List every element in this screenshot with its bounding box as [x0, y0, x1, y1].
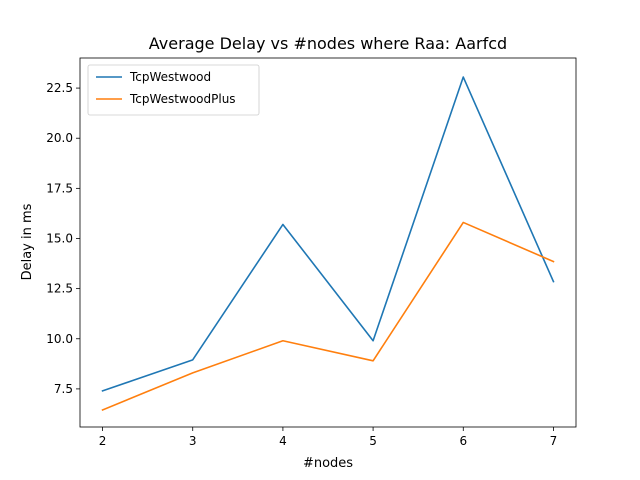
y-tick-label: 17.5: [46, 181, 73, 195]
legend: TcpWestwood TcpWestwoodPlus: [87, 64, 260, 116]
x-tick-label: 2: [99, 434, 107, 448]
series-line-0: [101, 76, 555, 392]
legend-frame: [87, 64, 260, 116]
plot-area: 2 3 4 5 6 7 7.5 10.0 12.5 15.0 17.5 20.0 22.5: [46, 57, 577, 448]
x-tick-label: 4: [279, 434, 287, 448]
x-tick-label: 5: [369, 434, 377, 448]
series-line-1: [101, 221, 555, 411]
x-axis-label: #nodes: [303, 456, 353, 471]
y-tick-label: 7.5: [54, 382, 73, 396]
x-tick-label: 6: [459, 434, 467, 448]
legend-label: TcpWestwood: [129, 70, 211, 84]
axes-frame: [79, 57, 577, 428]
y-axis-label: Delay in ms: [20, 203, 35, 280]
x-tick-label: 7: [550, 434, 558, 448]
y-tick-label: 12.5: [46, 282, 73, 296]
x-tick-label: 3: [189, 434, 197, 448]
chart-title: Average Delay vs #nodes where Raa: Aarfc…: [149, 34, 507, 53]
y-tick-label: 10.0: [46, 332, 73, 346]
legend-label: TcpWestwoodPlus: [129, 92, 236, 106]
y-tick-label: 20.0: [46, 131, 73, 145]
y-tick-label: 22.5: [46, 81, 73, 95]
y-tick-label: 15.0: [46, 231, 73, 245]
